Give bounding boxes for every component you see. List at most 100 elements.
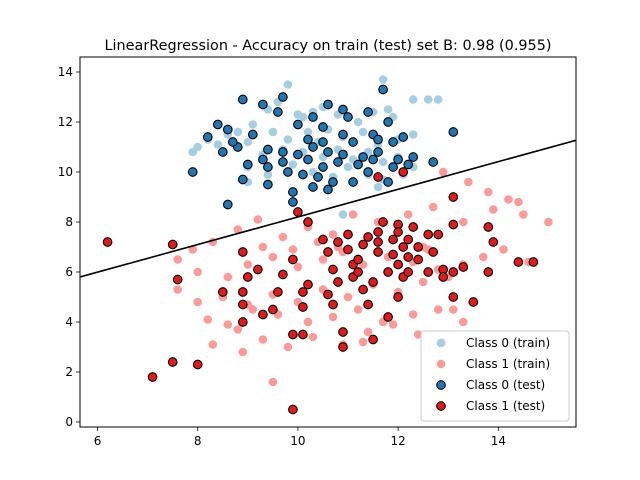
series-2: [187, 84, 459, 210]
point-s2-16: [318, 137, 328, 147]
point-s1-56: [413, 330, 423, 339]
point-s2-30: [323, 147, 333, 157]
point-s1-60: [408, 310, 418, 319]
point-s1-20: [173, 255, 182, 264]
point-s3-32: [338, 327, 348, 337]
point-s3-22: [298, 302, 308, 312]
point-s2-41: [318, 162, 328, 172]
point-s1-2: [484, 187, 493, 197]
y-tick-label-1: 2: [65, 365, 73, 379]
x-tick-label-3: 12: [391, 434, 406, 448]
point-s1-5: [544, 217, 553, 227]
point-s2-57: [187, 167, 198, 177]
point-s2-38: [258, 154, 268, 165]
point-s2-50: [313, 172, 323, 182]
point-s3-58: [403, 234, 414, 245]
point-s3-47: [383, 267, 393, 277]
point-s2-15: [388, 137, 398, 147]
point-s2-2: [278, 92, 288, 102]
point-s3-66: [448, 267, 459, 277]
point-s3-59: [408, 222, 419, 232]
point-s1-66: [248, 305, 258, 314]
point-s3-55: [398, 242, 409, 252]
points-layer: [102, 75, 553, 415]
point-s1-73: [449, 305, 458, 314]
point-s3-70: [458, 262, 469, 272]
point-s3-21: [298, 287, 308, 297]
point-s0-1: [378, 75, 388, 84]
point-s3-46: [373, 172, 383, 182]
chart-title: LinearRegression - Accuracy on train (te…: [105, 38, 552, 54]
point-s2-17: [303, 134, 313, 145]
point-s0-46: [263, 170, 273, 179]
legend-label-0: Class 0 (train): [466, 336, 550, 350]
point-s2-29: [308, 142, 318, 152]
point-s3-20: [298, 329, 308, 340]
point-s1-15: [278, 232, 288, 242]
point-s0-34: [193, 142, 202, 152]
point-s0-19: [283, 135, 293, 144]
point-s0-18: [268, 127, 278, 137]
y-tick-label-4: 8: [65, 215, 73, 229]
point-s3-18: [288, 254, 298, 265]
point-s1-72: [358, 337, 368, 347]
point-s2-12: [293, 119, 303, 130]
point-s3-80: [333, 237, 343, 247]
point-s1-0: [438, 167, 448, 177]
point-s2-19: [373, 134, 383, 145]
point-s1-9: [428, 202, 438, 212]
point-s3-49: [383, 312, 393, 322]
point-s1-50: [258, 335, 268, 344]
point-s3-64: [433, 229, 444, 240]
point-s3-81: [388, 249, 398, 260]
point-s3-13: [237, 317, 248, 327]
point-s2-39: [278, 157, 288, 167]
point-s2-4: [273, 107, 283, 117]
point-s2-6: [308, 112, 318, 122]
point-s3-75: [513, 257, 524, 267]
point-s2-10: [383, 117, 393, 127]
legend-marker-2: [436, 380, 446, 390]
x-tick-label-4: 14: [491, 434, 506, 448]
point-s0-27: [408, 130, 418, 139]
y-axis: 0 2 4 6 8 10 12 14: [58, 65, 80, 429]
legend-label-3: Class 1 (test): [466, 399, 545, 413]
point-s3-31: [333, 277, 343, 287]
point-s2-52: [348, 177, 358, 187]
point-s1-24: [268, 252, 278, 262]
point-s3-76: [528, 257, 539, 267]
point-s3-84: [353, 267, 363, 277]
point-s1-26: [318, 255, 328, 264]
point-s1-48: [203, 315, 213, 324]
point-s3-17: [278, 269, 288, 280]
point-s1-33: [479, 252, 488, 262]
point-s1-21: [193, 267, 202, 277]
point-s3-62: [428, 247, 439, 257]
point-s2-61: [308, 182, 318, 192]
point-s3-79: [343, 229, 353, 240]
point-s2-43: [353, 159, 363, 170]
y-tick-label-0: 0: [65, 415, 73, 429]
point-s1-52: [308, 332, 318, 342]
point-s2-36: [217, 147, 228, 157]
point-s2-1: [237, 94, 248, 105]
point-s2-9: [343, 112, 353, 122]
point-s3-0: [102, 237, 113, 247]
point-s2-33: [373, 147, 383, 157]
point-s1-8: [459, 217, 468, 227]
point-s2-45: [388, 162, 398, 172]
point-s3-2: [172, 274, 183, 285]
point-s3-73: [483, 222, 494, 232]
decision-line-layer: [80, 139, 576, 278]
point-s1-67: [223, 320, 233, 329]
point-s0-24: [358, 127, 368, 137]
point-s1-46: [193, 297, 202, 307]
point-s2-32: [358, 152, 368, 162]
point-s1-49: [233, 325, 243, 334]
point-s3-34: [343, 244, 353, 255]
decision-boundary-line: [80, 139, 576, 278]
point-s3-53: [393, 227, 403, 237]
point-s0-50: [343, 162, 353, 172]
point-s3-5: [192, 359, 203, 370]
point-s1-12: [348, 210, 358, 219]
